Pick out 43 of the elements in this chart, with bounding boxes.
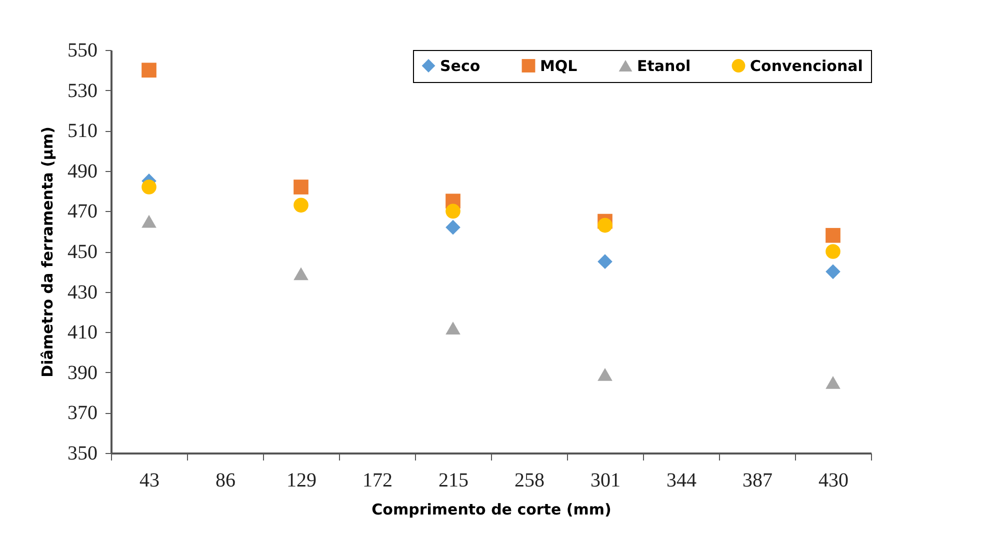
legend-label: MQL bbox=[540, 56, 578, 75]
legend-label: Convencional bbox=[750, 56, 863, 75]
point bbox=[598, 254, 612, 269]
x-tick-label: 215 bbox=[438, 470, 468, 492]
point bbox=[826, 264, 840, 280]
y-tick-label: 470 bbox=[68, 200, 98, 223]
point bbox=[826, 244, 840, 259]
x-tick-label: 172 bbox=[362, 470, 392, 492]
point bbox=[598, 218, 612, 233]
x-tick-label: 43 bbox=[140, 470, 160, 492]
point bbox=[294, 180, 308, 194]
point bbox=[446, 204, 460, 219]
x-tick-label: 301 bbox=[590, 470, 620, 492]
y-tick-label: 390 bbox=[68, 362, 98, 384]
x-tick-label: 344 bbox=[666, 470, 696, 492]
y-tick-label: 350 bbox=[68, 442, 98, 464]
point bbox=[294, 198, 308, 213]
y-tick-label: 530 bbox=[68, 80, 98, 102]
legend-label: Seco bbox=[440, 56, 480, 75]
point bbox=[826, 228, 840, 243]
y-tick-label: 450 bbox=[68, 241, 98, 263]
point bbox=[446, 220, 460, 235]
y-tick-label: 430 bbox=[68, 281, 98, 304]
x-tick-label: 430 bbox=[818, 470, 848, 492]
point bbox=[826, 376, 840, 389]
y-tick-label: 510 bbox=[68, 120, 98, 142]
point bbox=[142, 214, 156, 228]
x-axis-title: Comprimento de corte (mm) bbox=[372, 500, 612, 518]
y-tick-label: 370 bbox=[68, 402, 98, 424]
point bbox=[142, 180, 156, 194]
point bbox=[294, 267, 308, 280]
point bbox=[598, 368, 612, 381]
point bbox=[142, 62, 156, 78]
point bbox=[446, 322, 460, 334]
x-tick-label: 129 bbox=[286, 470, 316, 492]
y-tick-label: 410 bbox=[68, 322, 98, 344]
x-tick-label: 86 bbox=[216, 470, 236, 492]
y-tick-label: 490 bbox=[68, 160, 98, 182]
x-tick-label: 387 bbox=[742, 470, 772, 492]
legend-label: Etanol bbox=[637, 56, 691, 75]
y-axis-title: Diâmetro da ferramenta (µm) bbox=[38, 126, 56, 378]
y-tick-label: 550 bbox=[68, 40, 98, 62]
x-tick-label: 258 bbox=[514, 470, 544, 492]
